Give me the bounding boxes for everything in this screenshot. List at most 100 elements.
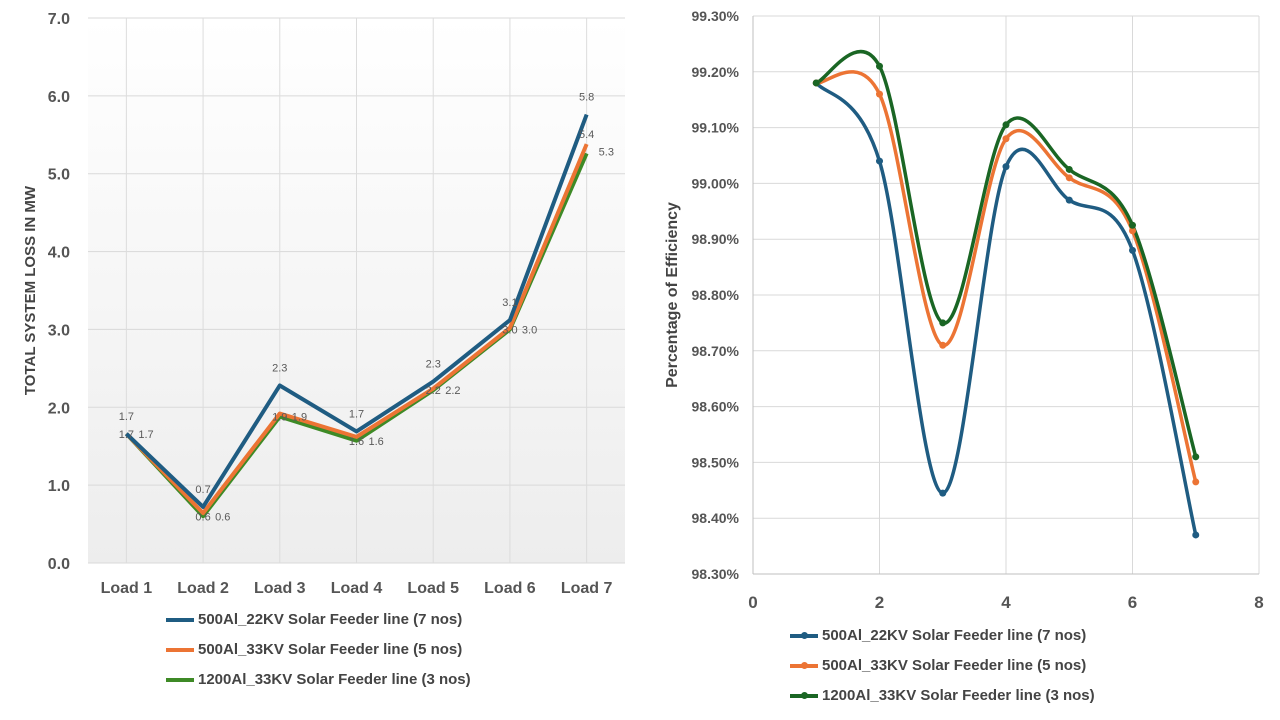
y-tick-label: 98.70% — [692, 343, 740, 359]
legend-label: 500Al_22KV Solar Feeder line (7 nos) — [198, 611, 463, 628]
data-label: 2.2 — [426, 385, 441, 397]
legend-label: 500Al_33KV Solar Feeder line (5 nos) — [822, 657, 1087, 674]
x-tick-label: Load 1 — [101, 580, 153, 597]
data-label: 3.0 — [522, 324, 537, 336]
y-tick-label: 3.0 — [48, 322, 70, 339]
y-tick-label: 99.00% — [692, 175, 740, 191]
data-label: 0.6 — [215, 511, 230, 523]
data-point — [939, 341, 947, 349]
x-tick-label: 2 — [875, 593, 884, 612]
x-tick-label: Load 5 — [407, 580, 459, 597]
series-line — [124, 113, 589, 509]
data-point — [1065, 174, 1073, 182]
y-tick-label: 1.0 — [48, 478, 70, 495]
y-tick-label: 98.90% — [692, 231, 740, 247]
data-label: 2.3 — [426, 359, 441, 371]
legend-swatch — [166, 647, 194, 652]
data-label: 0.7 — [195, 484, 210, 496]
y-tick-label: 98.30% — [692, 566, 740, 582]
data-label: 1.9 — [292, 412, 307, 424]
y-tick-label: 4.0 — [48, 245, 70, 262]
legend-label: 1200Al_33KV Solar Feeder line (3 nos) — [822, 687, 1095, 704]
x-tick-label: 8 — [1254, 593, 1263, 612]
x-tick-label: Load 6 — [484, 580, 536, 597]
x-tick-label: 4 — [1001, 593, 1011, 612]
x-tick-label: Load 4 — [331, 580, 383, 597]
legend-entry: 500Al_33KV Solar Feeder line (5 nos) — [790, 657, 1086, 674]
legend-swatch — [166, 677, 194, 682]
y-tick-label: 98.50% — [692, 454, 740, 470]
efficiency-scatter-chart: 98.30% 98.40% 98.50% 98.60% 98.70% 98.80% 98.9… — [664, 8, 1264, 612]
legend-swatch — [790, 661, 818, 669]
legend-entry: 1200Al_33KV Solar Feeder line (3 nos) — [790, 687, 1095, 704]
legend-entry: 500Al_22KV Solar Feeder line (7 nos) — [790, 627, 1086, 644]
data-point — [1192, 453, 1200, 461]
series-line — [124, 143, 589, 516]
legend-swatch — [790, 691, 818, 699]
y-tick-label: 99.30% — [692, 8, 740, 24]
data-point — [876, 157, 883, 165]
data-point — [876, 90, 883, 98]
data-label: 1.7 — [119, 429, 134, 441]
y-axis-title: Percentage of Efficiency — [664, 202, 681, 388]
y-tick-label: 2.0 — [48, 400, 70, 417]
y-tick-label: 0.0 — [48, 556, 70, 573]
x-tick-label: Load 3 — [254, 580, 306, 597]
legend-label: 1200Al_33KV Solar Feeder line (3 nos) — [198, 671, 471, 688]
legend-marker — [801, 661, 808, 669]
data-label: 2.2 — [445, 385, 460, 397]
legend-marker — [801, 691, 808, 699]
y-axis-title: TOTAL SYSTEM LOSS IN MW — [22, 185, 39, 395]
data-label: 5.4 — [579, 129, 594, 141]
x-tick-label: 0 — [748, 593, 757, 612]
data-point — [1065, 196, 1073, 204]
data-point — [1065, 165, 1073, 173]
data-point — [1129, 227, 1136, 235]
legend-swatch — [166, 617, 194, 622]
data-point — [1002, 121, 1010, 129]
data-point — [1002, 135, 1010, 143]
series-curve — [815, 49, 1198, 458]
y-tick-label: 6.0 — [48, 89, 70, 106]
data-label: 5.3 — [599, 146, 614, 158]
legend-marker — [801, 631, 808, 639]
series-curve — [815, 70, 1198, 483]
legend-label: 500Al_33KV Solar Feeder line (5 nos) — [198, 641, 463, 658]
data-label: 1.6 — [349, 436, 364, 448]
data-point — [1192, 478, 1200, 486]
data-point — [812, 79, 820, 87]
data-point — [876, 62, 883, 70]
data-label: 1.6 — [369, 436, 384, 448]
legend-entry: 500Al_22KV Solar Feeder line (7 nos) — [166, 611, 462, 628]
x-tick-label: 6 — [1128, 593, 1137, 612]
data-label: 0.6 — [195, 511, 210, 523]
data-label: 3.0 — [502, 324, 517, 336]
data-label: 2.3 — [272, 362, 287, 374]
series-curve — [814, 81, 1198, 536]
legend-entry: 500Al_33KV Solar Feeder line (5 nos) — [166, 641, 462, 658]
y-tick-label: 98.40% — [692, 510, 740, 526]
data-point — [1192, 531, 1200, 539]
data-label: 1.7 — [138, 429, 153, 441]
y-tick-label: 99.20% — [692, 64, 740, 80]
y-tick-label: 7.0 — [48, 11, 70, 28]
loss-line-chart: 0.0 1.0 2.0 3.0 4.0 5.0 6.0 7.0 Load 1 Load 2 Load… — [22, 11, 625, 597]
data-label: 1.9 — [272, 412, 287, 424]
y-tick-label: 5.0 — [48, 167, 70, 184]
data-label: 3.1 — [502, 297, 517, 309]
data-point — [939, 319, 947, 327]
data-point — [939, 489, 947, 497]
data-point — [1129, 246, 1136, 254]
y-tick-label: 98.60% — [692, 399, 740, 415]
x-tick-label: Load 7 — [561, 580, 613, 597]
y-tick-label: 98.80% — [692, 287, 740, 303]
x-tick-label: Load 2 — [177, 580, 229, 597]
legend-swatch — [790, 631, 818, 639]
y-tick-label: 99.10% — [692, 120, 740, 136]
data-label: 1.7 — [349, 408, 364, 420]
legend-entry: 1200Al_33KV Solar Feeder line (3 nos) — [166, 671, 471, 688]
data-point — [1129, 221, 1136, 229]
data-label: 1.7 — [119, 411, 134, 423]
data-point — [1002, 163, 1010, 171]
